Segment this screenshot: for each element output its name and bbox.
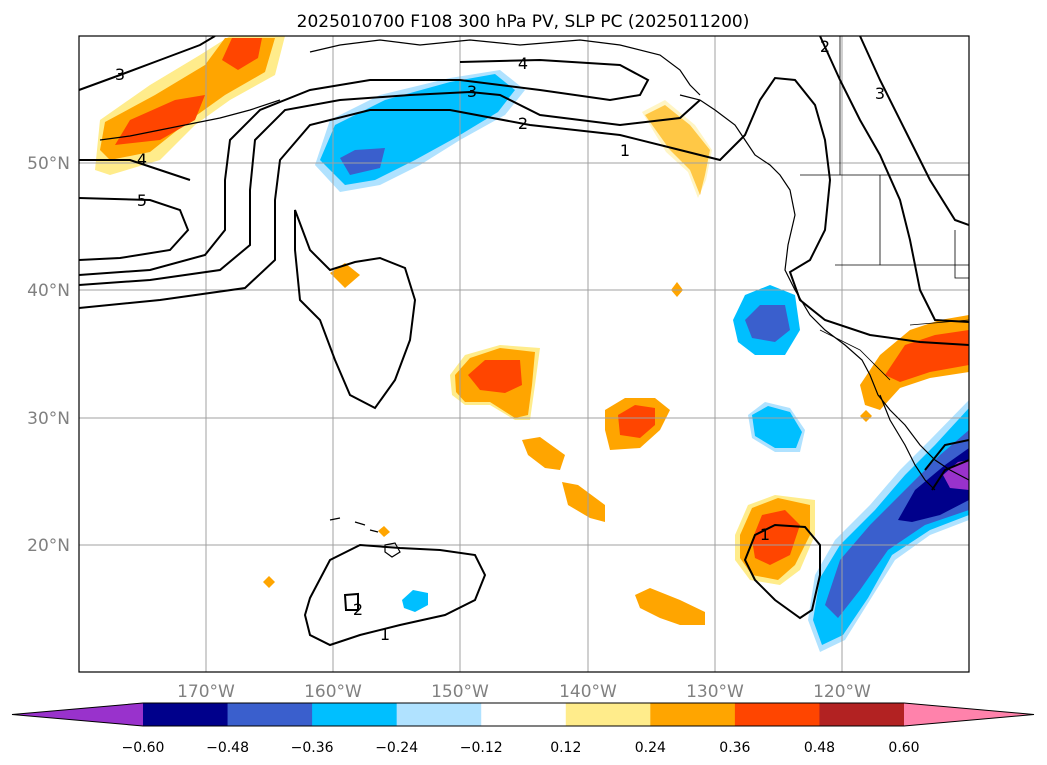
- contour-label: 1: [380, 625, 390, 644]
- pv-positive-region: [378, 526, 390, 537]
- figure-title: 2025010700 F108 300 hPa PV, SLP PC (2025…: [297, 12, 750, 32]
- pv-positive-region: [263, 576, 275, 588]
- colorbar-segment: [312, 703, 398, 726]
- colorbar: −0.60 −0.48 −0.36 −0.24 −0.12 0.12 0.24 0.36 0.4…: [11, 702, 1035, 756]
- contour-label: 3: [875, 84, 885, 103]
- colorbar-tick-label: 0.48: [804, 740, 835, 756]
- pv-positive-region: [562, 482, 605, 522]
- baja-peninsula: [879, 394, 936, 491]
- longitude-labels: 170°W 160°W 150°W 140°W 130°W 120°W: [177, 682, 871, 702]
- slp-contour-line: [819, 36, 969, 323]
- contour-label: 5: [137, 191, 147, 210]
- slp-contour-line: [931, 459, 969, 491]
- colorbar-segment: [143, 703, 229, 726]
- pv-positive-region: [330, 263, 360, 288]
- north-american-coastline: [679, 94, 969, 481]
- colorbar-segment: [650, 703, 736, 726]
- contour-label: 2: [820, 37, 830, 56]
- colorbar-segment: [396, 703, 482, 726]
- contour-labels: 3 4 5 4 3 2 1 2 3 1 1 2: [115, 37, 885, 644]
- contour-label: 2: [353, 600, 363, 619]
- borders: [800, 36, 969, 381]
- pv-negative-region: [745, 305, 790, 342]
- slp-contour-line: [79, 90, 701, 286]
- contour-label: 4: [518, 54, 528, 73]
- colorbar-tick-label: 0.36: [719, 740, 750, 756]
- aleutian-islands: [99, 99, 281, 141]
- colorbar-extend-max: [904, 703, 1034, 726]
- slp-contour-line: [79, 58, 650, 276]
- colorbar-tick-label: 0.12: [550, 740, 581, 756]
- contour-label: 3: [115, 65, 125, 84]
- colorbar-segment: [227, 703, 313, 726]
- latitude-labels: 50°N 40°N 30°N 20°N: [27, 154, 70, 556]
- pv-positive-region: [752, 510, 800, 565]
- contour-label: 3: [467, 82, 477, 101]
- colorbar-tick-label: 0.60: [888, 740, 919, 756]
- colorbar-segment: [565, 703, 651, 726]
- colorbar-tick-label: −0.12: [460, 740, 503, 756]
- slp-contour-line: [79, 159, 191, 181]
- hawaii-islands: [329, 517, 379, 533]
- slp-contours: [79, 36, 969, 647]
- pv-positive-region: [115, 95, 205, 145]
- lat-label: 30°N: [27, 409, 70, 429]
- colorbar-tick-label: −0.60: [122, 740, 165, 756]
- map-panel: 3 4 5 4 3 2 1 2 3 1 1 2: [79, 36, 969, 672]
- lon-label: 120°W: [813, 682, 871, 702]
- slp-contour-line: [79, 36, 216, 91]
- lon-label: 150°W: [431, 682, 489, 702]
- pv-positive-region: [222, 38, 262, 70]
- colorbar-tick-label: −0.24: [375, 740, 418, 756]
- lat-label: 40°N: [27, 281, 70, 301]
- colorbar-segment: [819, 703, 905, 726]
- alaska-coast: [309, 39, 701, 96]
- colorbar-segment: [481, 703, 567, 726]
- hawaii-big-island: [384, 542, 401, 558]
- colorbar-tick-label: −0.36: [291, 740, 334, 756]
- pv-negative-region: [943, 460, 969, 490]
- contour-label: 1: [620, 141, 630, 160]
- lat-label: 50°N: [27, 154, 70, 174]
- colorbar-outline: [11, 702, 1035, 727]
- slp-contour-line: [79, 76, 969, 346]
- pv-positive-region: [618, 405, 655, 438]
- contour-label: 1: [760, 525, 770, 544]
- lon-label: 140°W: [559, 682, 617, 702]
- pv-negative-region: [340, 148, 385, 175]
- lon-label: 160°W: [304, 682, 362, 702]
- slp-contour-line: [924, 439, 969, 471]
- slp-contour-line: [303, 543, 487, 647]
- slp-contour-line: [79, 197, 190, 261]
- contour-label: 4: [137, 150, 147, 169]
- colorbar-tick-label: −0.48: [206, 740, 249, 756]
- slp-contour-line: [743, 523, 821, 620]
- slp-contour-line: [343, 592, 359, 611]
- pv-positive-region: [860, 410, 872, 422]
- pv-positive-region: [468, 360, 522, 393]
- lat-label: 20°N: [27, 536, 70, 556]
- pv-positive-region: [635, 588, 705, 625]
- pv-positive-region: [522, 437, 565, 470]
- pv-shading: [95, 36, 969, 652]
- coastlines: [99, 39, 969, 558]
- colorbar-tick-label: 0.24: [635, 740, 666, 756]
- colorbar-segment: [734, 703, 820, 726]
- pv-negative-region: [402, 590, 428, 612]
- pv-negative-region: [752, 406, 802, 448]
- slp-contour-line: [859, 36, 969, 226]
- lon-label: 170°W: [177, 682, 235, 702]
- map-frame: [78, 35, 970, 673]
- lon-label: 130°W: [686, 682, 744, 702]
- contour-label: 2: [518, 114, 528, 133]
- colorbar-extend-min: [12, 703, 143, 726]
- slp-contour-line: [294, 209, 417, 410]
